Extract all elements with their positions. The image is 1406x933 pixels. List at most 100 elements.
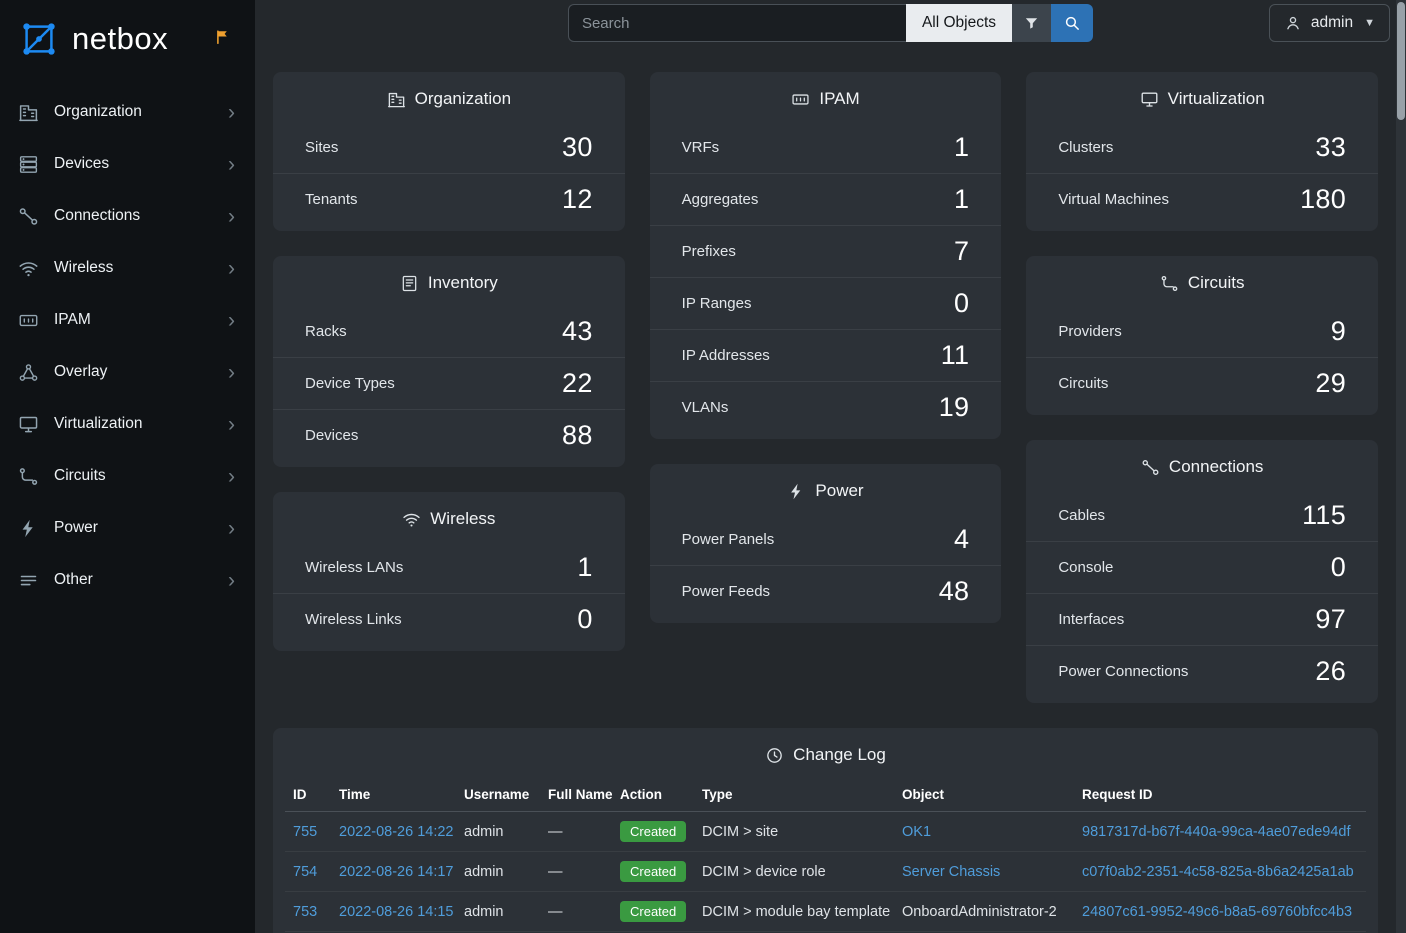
sidebar-item-circuits[interactable]: Circuits › xyxy=(0,450,255,502)
chevron-right-icon: › xyxy=(228,360,235,384)
changelog-request-link[interactable]: 24807c61-9952-49c6-b8a5-69760bfcc4b3 xyxy=(1082,903,1353,920)
search-scope-button[interactable]: All Objects xyxy=(905,4,1013,42)
stat-row-ip-addresses[interactable]: IP Addresses 11 xyxy=(649,329,1002,381)
stat-label: IP Ranges xyxy=(681,295,752,312)
stat-label: Prefixes xyxy=(681,243,736,260)
changelog-object-link[interactable]: Server Chassis xyxy=(902,863,1001,880)
stat-row-vrfs[interactable]: VRFs 1 xyxy=(650,121,1002,173)
sidebar-item-ipam[interactable]: IPAM › xyxy=(0,294,255,346)
card-inventory: Inventory Racks 43 Device Types 22 Devic… xyxy=(273,256,625,467)
stat-row-virtual-machines[interactable]: Virtual Machines 180 xyxy=(1026,173,1379,225)
sidebar-item-power[interactable]: Power › xyxy=(0,502,255,554)
stat-row-power-connections[interactable]: Power Connections 26 xyxy=(1026,645,1379,697)
stat-row-aggregates[interactable]: Aggregates 1 xyxy=(649,173,1002,225)
stat-row-tenants[interactable]: Tenants 12 xyxy=(273,173,625,225)
stat-value: 43 xyxy=(562,315,593,346)
card-inventory-header: Inventory xyxy=(273,256,625,305)
stat-row-racks[interactable]: Racks 43 xyxy=(273,305,625,357)
changelog-type: DCIM > site xyxy=(702,823,779,840)
stat-value: 19 xyxy=(938,392,970,422)
user-menu-button[interactable]: admin ▼ xyxy=(1268,4,1390,42)
monitor-icon xyxy=(18,414,39,435)
card-title: Wireless xyxy=(430,509,496,528)
changelog-id-link[interactable]: 754 xyxy=(293,863,318,880)
sidebar-item-connections[interactable]: Connections › xyxy=(0,190,255,242)
sidebar-item-virtualization[interactable]: Virtualization › xyxy=(0,398,255,450)
transit-icon xyxy=(1160,274,1179,293)
card-circuits-header: Circuits xyxy=(1026,256,1378,305)
column-header-id: ID xyxy=(285,777,331,812)
stat-label: Device Types xyxy=(305,375,395,392)
sidebar-item-wireless[interactable]: Wireless › xyxy=(0,242,255,294)
sidebar-item-organization[interactable]: Organization › xyxy=(0,86,255,138)
topbar: All Objects admin ▼ xyxy=(255,0,1406,46)
changelog-request-link[interactable]: c07f0ab2-2351-4c58-825a-8b6a2425a1ab xyxy=(1082,863,1354,880)
search-input[interactable] xyxy=(567,4,906,42)
sidebar-item-devices[interactable]: Devices › xyxy=(0,138,255,190)
card-organization: Organization Sites 30 Tenants 12 xyxy=(273,72,625,231)
list-icon xyxy=(18,570,39,591)
stat-row-providers[interactable]: Providers 9 xyxy=(1026,305,1378,357)
stat-row-sites[interactable]: Sites 30 xyxy=(273,121,625,173)
stat-row-console[interactable]: Console 0 xyxy=(1026,541,1379,593)
filter-button[interactable] xyxy=(1012,4,1052,42)
sidebar-item-overlay[interactable]: Overlay › xyxy=(0,346,255,398)
stat-value: 97 xyxy=(1315,604,1347,634)
stat-value: 33 xyxy=(1315,131,1347,162)
stat-label: Power Connections xyxy=(1058,663,1189,680)
column-header-type: Type xyxy=(694,777,894,812)
stat-row-cables[interactable]: Cables 115 xyxy=(1026,489,1378,541)
sidebar-nav: Organization › Devices › Connections › W… xyxy=(0,78,255,606)
scrollbar[interactable] xyxy=(1396,0,1406,933)
scrollbar-thumb[interactable] xyxy=(1397,2,1405,120)
status-badge: Created xyxy=(620,821,687,842)
chevron-right-icon: › xyxy=(228,256,235,280)
stat-row-circuits[interactable]: Circuits 29 xyxy=(1026,357,1379,409)
changelog-time-link[interactable]: 2022-08-26 14:15 xyxy=(339,903,454,920)
stat-value: 9 xyxy=(1330,315,1347,346)
stat-row-power-feeds[interactable]: Power Feeds 48 xyxy=(649,565,1002,617)
cards-grid: Organization Sites 30 Tenants 12 Invento… xyxy=(273,72,1379,703)
stat-row-vlans[interactable]: VLANs 19 xyxy=(649,381,1002,433)
stat-row-ip-ranges[interactable]: IP Ranges 0 xyxy=(649,277,1002,329)
card-wireless: Wireless Wireless LANs 1 Wireless Links … xyxy=(273,492,625,651)
column-header-request-id: Request ID xyxy=(1074,777,1366,812)
stat-label: VRFs xyxy=(681,138,720,156)
changelog-id-link[interactable]: 753 xyxy=(293,903,318,920)
stat-row-interfaces[interactable]: Interfaces 97 xyxy=(1026,593,1379,645)
stat-value: 7 xyxy=(954,236,970,266)
wifi-icon xyxy=(18,258,39,279)
stat-row-devices[interactable]: Devices 88 xyxy=(273,409,625,461)
changelog-time-link[interactable]: 2022-08-26 14:17 xyxy=(339,863,454,880)
clock-icon xyxy=(765,746,784,765)
bolt-icon xyxy=(787,482,806,501)
stat-row-power-panels[interactable]: Power Panels 4 xyxy=(650,513,1002,565)
card-title: Power xyxy=(815,481,864,500)
changelog-object-link[interactable]: OK1 xyxy=(902,823,932,840)
cable-icon xyxy=(18,206,39,227)
card-title: Virtualization xyxy=(1167,89,1265,108)
search-submit-button[interactable] xyxy=(1051,4,1094,42)
stat-label: Console xyxy=(1058,559,1114,576)
changelog-id-link[interactable]: 755 xyxy=(293,823,318,840)
sidebar-item-other[interactable]: Other › xyxy=(0,554,255,606)
stat-value: 48 xyxy=(938,576,970,606)
search-icon xyxy=(1063,14,1081,32)
flag-icon[interactable] xyxy=(214,28,231,45)
graph-icon xyxy=(18,362,39,383)
stat-row-wireless-lans[interactable]: Wireless LANs 1 xyxy=(273,541,625,593)
stat-row-prefixes[interactable]: Prefixes 7 xyxy=(649,225,1002,277)
changelog-request-link[interactable]: 9817317d-b67f-440a-99ca-4ae07ede94df xyxy=(1082,823,1351,840)
stat-row-clusters[interactable]: Clusters 33 xyxy=(1026,121,1378,173)
card-title: Inventory xyxy=(427,273,498,292)
stat-value: 11 xyxy=(940,340,970,370)
stat-value: 1 xyxy=(954,184,970,214)
bolt-icon xyxy=(18,518,39,539)
stat-label: Interfaces xyxy=(1058,611,1125,628)
stat-row-wireless-links[interactable]: Wireless Links 0 xyxy=(273,593,625,645)
stat-row-device-types[interactable]: Device Types 22 xyxy=(273,357,625,409)
sidebar-item-label: Organization xyxy=(54,103,142,120)
netbox-logo[interactable]: netbox xyxy=(0,0,255,78)
changelog-time-link[interactable]: 2022-08-26 14:22 xyxy=(339,823,454,840)
sidebar-item-label: Wireless xyxy=(54,259,114,276)
